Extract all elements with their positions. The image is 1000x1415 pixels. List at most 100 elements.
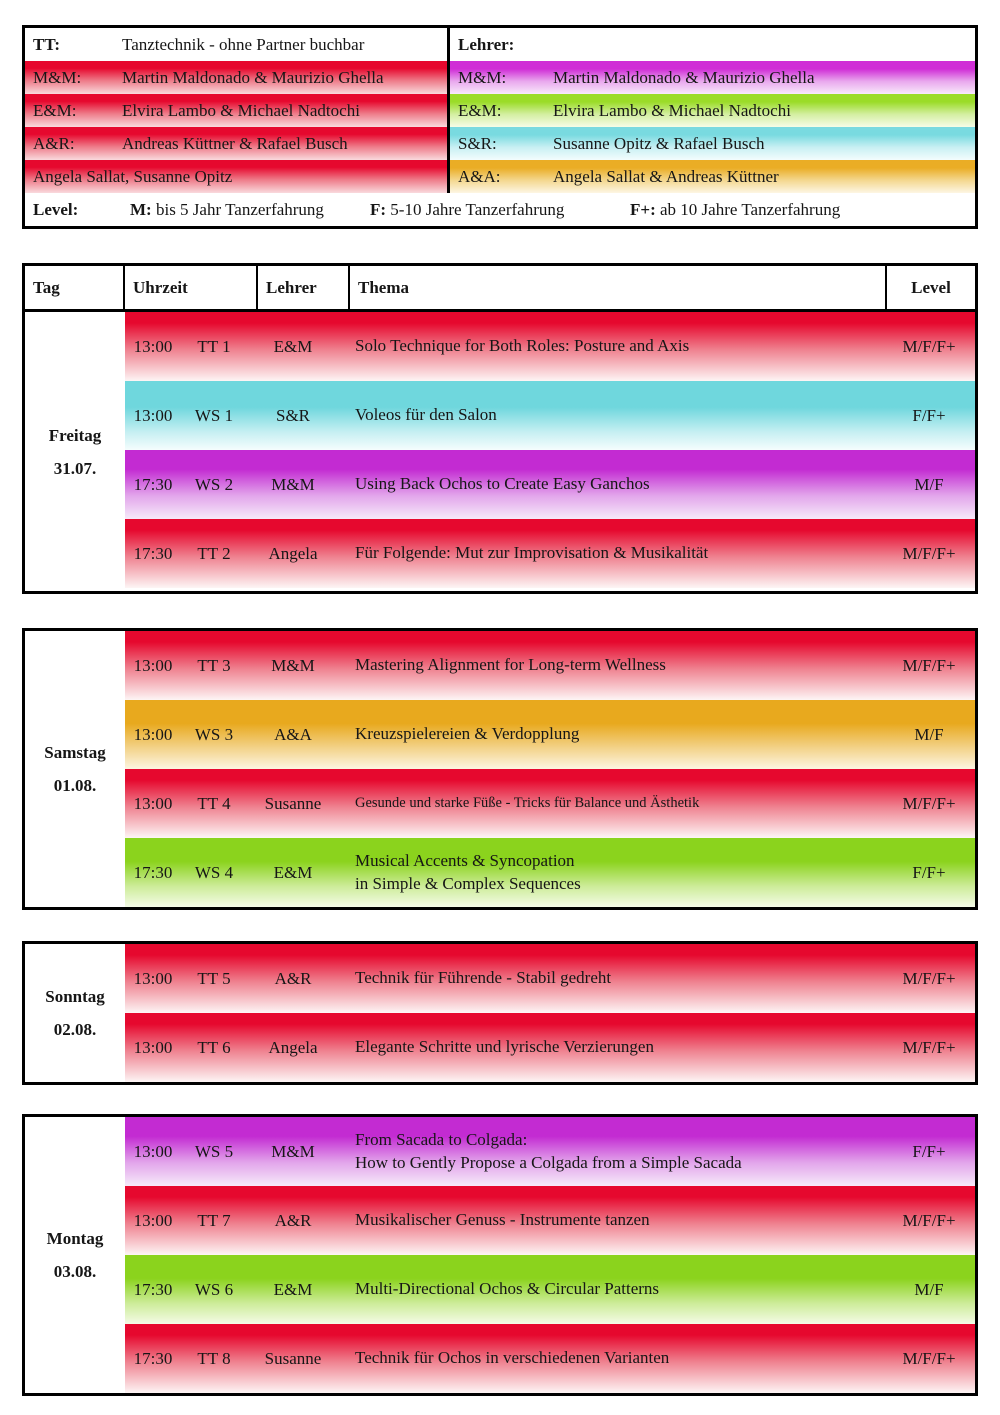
row-topic: Kreuzspielereien & Verdopplung bbox=[339, 723, 883, 745]
class-row-ws2: 17:30 WS 2 M&M Using Back Ochos to Creat… bbox=[125, 450, 975, 519]
day-name: Sonntag bbox=[45, 987, 105, 1006]
col-header-thema: Thema bbox=[350, 266, 887, 309]
topic-line: Voleos für den Salon bbox=[355, 405, 497, 425]
lehrer-label: Lehrer: bbox=[458, 34, 515, 54]
level-key: M: bbox=[130, 199, 152, 219]
legend-names: Elvira Lambo & Michael Nadtochi bbox=[553, 100, 791, 120]
class-row-tt1: 13:00 TT 1 E&M Solo Technique for Both R… bbox=[125, 312, 975, 381]
row-teacher: E&M bbox=[273, 336, 313, 356]
legend-tt-header: TT: Tanztechnik - ohne Partner buchbar bbox=[25, 28, 447, 61]
legend-cell: S&R: Susanne Opitz & Rafael Busch bbox=[447, 127, 975, 160]
row-time: 17:30 bbox=[133, 1279, 173, 1299]
row-code: WS 4 bbox=[194, 862, 234, 882]
legend-cell: E&M: Elvira Lambo & Michael Nadtochi bbox=[25, 94, 447, 127]
level-label: Level: bbox=[33, 199, 79, 219]
legend-cell: A&R: Andreas Küttner & Rafael Busch bbox=[25, 127, 447, 160]
topic-line: Technik für Ochos in verschiedenen Varia… bbox=[355, 1348, 670, 1368]
legend-row: A&R: Andreas Küttner & Rafael Busch S&R:… bbox=[25, 127, 975, 160]
row-teacher: A&R bbox=[274, 968, 312, 988]
legend-names: Martin Maldonado & Maurizio Ghella bbox=[122, 67, 384, 87]
row-code: WS 1 bbox=[194, 405, 234, 425]
row-topic: Solo Technique for Both Roles: Posture a… bbox=[339, 335, 883, 357]
day-label-montag: Montag 03.08. bbox=[25, 1222, 125, 1288]
topic-line: Using Back Ochos to Create Easy Ganchos bbox=[355, 474, 650, 494]
day-name: Freitag bbox=[48, 426, 102, 445]
col-header-lehrer: Lehrer bbox=[258, 266, 350, 309]
row-teacher: S&R bbox=[275, 405, 311, 425]
row-code: TT 2 bbox=[197, 543, 231, 563]
topic-line: Technik für Führende - Stabil gedreht bbox=[355, 968, 612, 988]
day-label-sonntag: Sonntag 02.08. bbox=[25, 980, 125, 1046]
row-topic: Elegante Schritte und lyrische Verzierun… bbox=[339, 1036, 883, 1058]
row-level: M/F bbox=[914, 1279, 944, 1299]
day-date: 01.08. bbox=[53, 776, 97, 795]
row-level: M/F/F+ bbox=[902, 655, 956, 675]
topic-line: Für Folgende: Mut zur Improvisation & Mu… bbox=[355, 543, 709, 563]
level-legend-row: Level: M: bis 5 Jahr Tanzerfahrung F: 5-… bbox=[25, 193, 975, 226]
legend-key: E&M: bbox=[33, 100, 77, 120]
row-code: WS 3 bbox=[194, 724, 234, 744]
class-row-tt4: 13:00 TT 4 Susanne Gesunde und starke Fü… bbox=[125, 769, 975, 838]
row-time: 13:00 bbox=[133, 405, 173, 425]
topic-line: Solo Technique for Both Roles: Posture a… bbox=[355, 336, 690, 356]
row-code: TT 6 bbox=[197, 1037, 231, 1057]
row-topic: Gesunde und starke Füße - Tricks für Bal… bbox=[339, 794, 883, 813]
row-time: 17:30 bbox=[133, 474, 173, 494]
row-time: 13:00 bbox=[133, 968, 173, 988]
day-date: 03.08. bbox=[53, 1262, 97, 1281]
level-item-m: M: bis 5 Jahr Tanzerfahrung bbox=[130, 200, 324, 220]
legend-cell: E&M: Elvira Lambo & Michael Nadtochi bbox=[447, 94, 975, 127]
tt-label: TT: bbox=[33, 34, 61, 54]
legend-row: E&M: Elvira Lambo & Michael Nadtochi E&M… bbox=[25, 94, 975, 127]
legend-names: Angela Sallat, Susanne Opitz bbox=[33, 166, 233, 186]
row-code: WS 5 bbox=[194, 1141, 234, 1161]
topic-line: Musical Accents & Syncopation bbox=[355, 851, 575, 871]
row-teacher: M&M bbox=[271, 655, 315, 675]
row-time: 13:00 bbox=[133, 1037, 173, 1057]
class-row-tt8: 17:30 TT 8 Susanne Technik für Ochos in … bbox=[125, 1324, 975, 1393]
level-text: 5-10 Jahre Tanzerfahrung bbox=[386, 199, 565, 219]
legend-key: S&R: bbox=[458, 133, 497, 153]
row-teacher: A&R bbox=[274, 1210, 312, 1230]
row-level: M/F/F+ bbox=[902, 1037, 956, 1057]
class-row-ws6: 17:30 WS 6 E&M Multi-Directional Ochos &… bbox=[125, 1255, 975, 1324]
row-level: F/F+ bbox=[912, 405, 946, 425]
row-code: TT 7 bbox=[197, 1210, 231, 1230]
level-text: ab 10 Jahre Tanzerfahrung bbox=[655, 199, 841, 219]
day-block-montag: Montag 03.08. 13:00 WS 5 M&M From Sacada… bbox=[22, 1114, 978, 1396]
tt-value: Tanztechnik - ohne Partner buchbar bbox=[122, 34, 365, 54]
row-time: 13:00 bbox=[133, 1141, 173, 1161]
topic-line: Elegante Schritte und lyrische Verzierun… bbox=[355, 1037, 654, 1057]
day-label-freitag: Freitag 31.07. bbox=[25, 419, 125, 485]
row-code: TT 3 bbox=[197, 655, 231, 675]
level-item-f: F: 5-10 Jahre Tanzerfahrung bbox=[370, 200, 564, 220]
legend-names: Andreas Küttner & Rafael Busch bbox=[122, 133, 348, 153]
legend-names: Martin Maldonado & Maurizio Ghella bbox=[553, 67, 815, 87]
row-code: WS 6 bbox=[194, 1279, 234, 1299]
class-row-tt6: 13:00 TT 6 Angela Elegante Schritte und … bbox=[125, 1013, 975, 1082]
legend-header-row: TT: Tanztechnik - ohne Partner buchbar L… bbox=[25, 28, 975, 61]
legend-cell: Angela Sallat, Susanne Opitz bbox=[25, 160, 447, 193]
topic-line: Multi-Directional Ochos & Circular Patte… bbox=[355, 1279, 660, 1299]
day-date: 31.07. bbox=[53, 459, 97, 478]
level-item-fplus: F+: ab 10 Jahre Tanzerfahrung bbox=[630, 200, 840, 220]
day-date: 02.08. bbox=[53, 1020, 97, 1039]
level-key: F: bbox=[370, 199, 387, 219]
row-teacher: M&M bbox=[271, 474, 315, 494]
row-topic: From Sacada to Colgada: How to Gently Pro… bbox=[339, 1129, 883, 1173]
col-header-uhrzeit: Uhrzeit bbox=[125, 266, 258, 309]
row-topic: Voleos für den Salon bbox=[339, 404, 883, 426]
row-level: M/F/F+ bbox=[902, 336, 956, 356]
class-row-ws4: 17:30 WS 4 E&M Musical Accents & Syncopa… bbox=[125, 838, 975, 907]
legend-key: M&M: bbox=[33, 67, 82, 87]
row-teacher: Angela bbox=[268, 543, 318, 563]
row-code: TT 5 bbox=[197, 968, 231, 988]
row-teacher: M&M bbox=[271, 1141, 315, 1161]
row-level: M/F/F+ bbox=[902, 543, 956, 563]
row-time: 17:30 bbox=[133, 543, 173, 563]
day-name: Samstag bbox=[44, 743, 106, 762]
row-topic: Musical Accents & Syncopation in Simple &… bbox=[339, 850, 883, 894]
row-level: M/F/F+ bbox=[902, 1210, 956, 1230]
row-topic: Musikalischer Genuss - Instrumente tanze… bbox=[339, 1209, 883, 1231]
row-topic: Technik für Führende - Stabil gedreht bbox=[339, 967, 883, 989]
